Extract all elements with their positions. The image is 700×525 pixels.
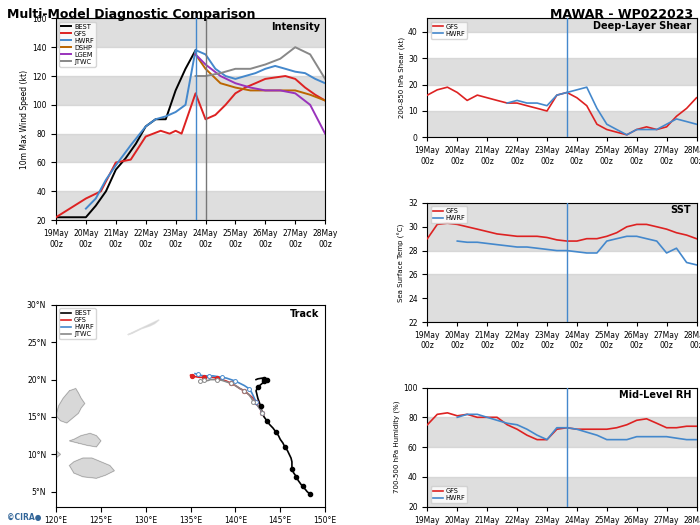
Text: Deep-Layer Shear: Deep-Layer Shear [593,21,691,31]
Text: Track: Track [290,309,320,319]
Polygon shape [56,388,85,423]
Legend: BEST, GFS, HWRF, JTWC: BEST, GFS, HWRF, JTWC [60,308,96,339]
Text: Multi-Model Diagnostic Comparison: Multi-Model Diagnostic Comparison [7,8,256,21]
Text: ©CIRA●: ©CIRA● [7,513,41,522]
Legend: BEST, GFS, HWRF, DSHP, LGEM, JTWC: BEST, GFS, HWRF, DSHP, LGEM, JTWC [60,22,96,67]
Legend: GFS, HWRF: GFS, HWRF [430,22,467,39]
Bar [428,18,696,31]
Bar [56,134,325,162]
Bar [428,417,696,447]
Bar [428,58,696,85]
Polygon shape [69,458,114,478]
Y-axis label: 700-500 hPa Humidity (%): 700-500 hPa Humidity (%) [394,401,400,493]
Bar [428,203,696,250]
Bar [56,76,325,105]
Text: SST: SST [671,205,691,215]
Polygon shape [69,434,101,447]
Polygon shape [128,320,159,335]
Text: Mid-Level RH: Mid-Level RH [619,390,691,400]
Polygon shape [34,447,60,462]
Legend: GFS, HWRF: GFS, HWRF [430,206,467,223]
Text: MAWAR - WP022023: MAWAR - WP022023 [550,8,693,21]
Bar [428,275,696,322]
Bar [56,18,325,47]
Legend: GFS, HWRF: GFS, HWRF [430,486,467,503]
Bar [56,191,325,220]
Y-axis label: Sea Surface Temp (°C): Sea Surface Temp (°C) [398,223,405,302]
Bar [428,111,696,138]
Y-axis label: 200-850 hPa Shear (kt): 200-850 hPa Shear (kt) [398,37,405,119]
Y-axis label: 10m Max Wind Speed (kt): 10m Max Wind Speed (kt) [20,70,29,169]
Text: Intensity: Intensity [271,23,320,33]
Bar [428,477,696,507]
